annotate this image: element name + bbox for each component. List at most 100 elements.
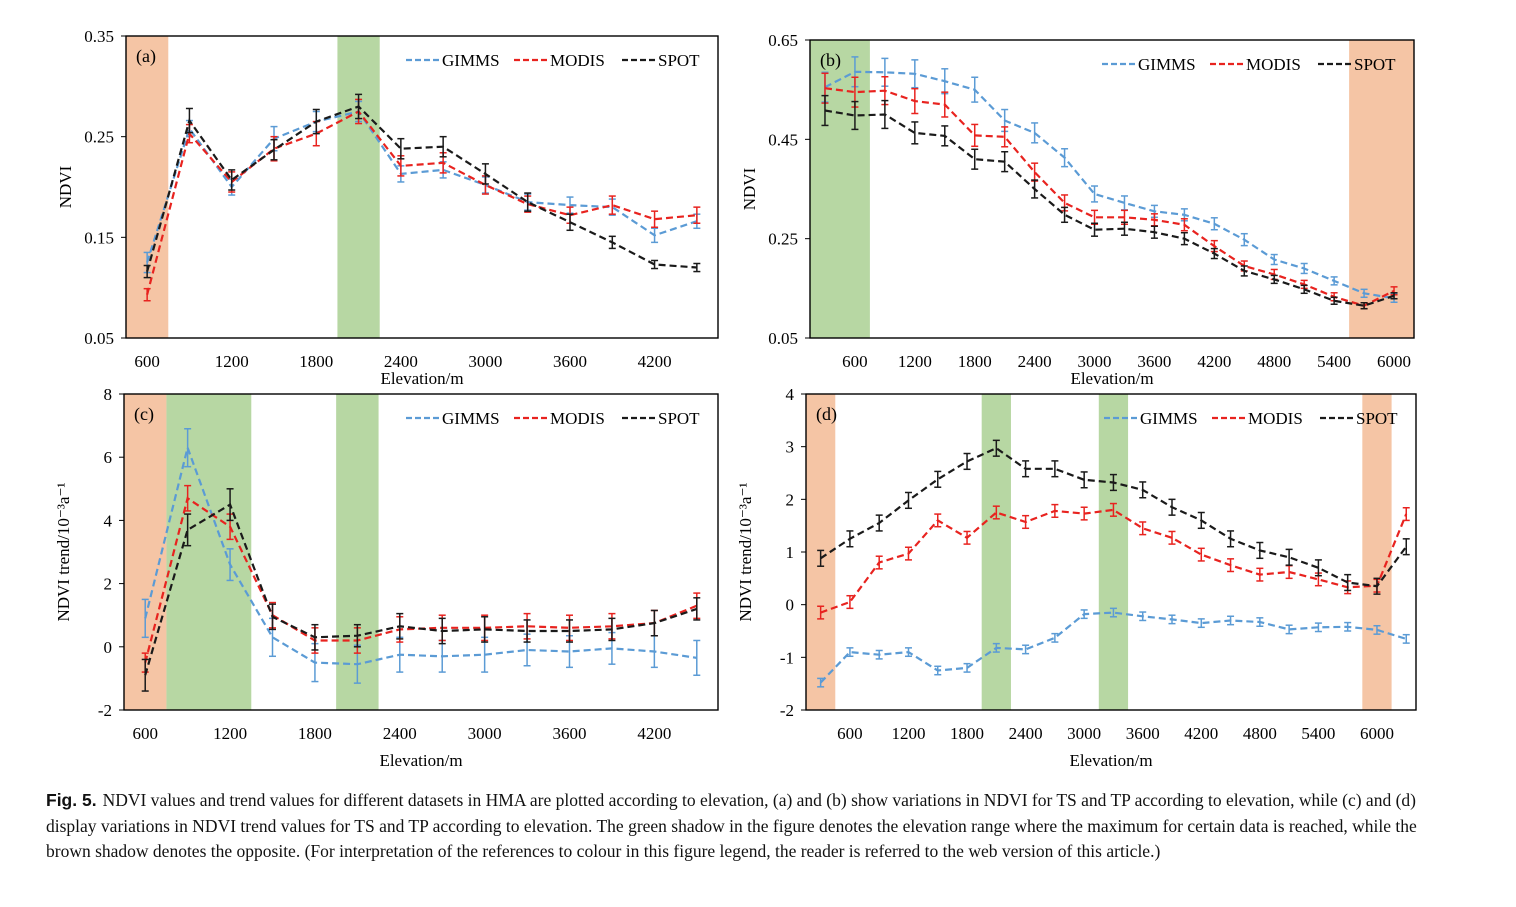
error-bar <box>875 649 883 660</box>
error-bar <box>992 642 1000 653</box>
error-bar <box>1314 559 1322 577</box>
x-tick-label: 4800 <box>1243 724 1277 743</box>
x-tick-label: 2400 <box>1018 352 1052 371</box>
error-bar <box>1031 122 1039 144</box>
error-bar <box>911 87 919 115</box>
plot-frame <box>125 35 719 339</box>
error-bar <box>1031 179 1039 199</box>
error-bar <box>963 662 971 673</box>
y-tick-label: -1 <box>780 648 794 667</box>
spot-line <box>144 502 698 676</box>
panel-label: (a) <box>136 46 156 67</box>
y-tick-label: 0.65 <box>768 31 798 50</box>
green-shade-1 <box>166 394 252 710</box>
x-tick-label: 5400 <box>1301 724 1335 743</box>
modis-line <box>146 110 698 295</box>
error-bar <box>1285 624 1293 635</box>
error-bar <box>1227 558 1235 573</box>
x-tick-label: 1200 <box>898 352 932 371</box>
legend-label-spot: SPOT <box>1354 55 1396 74</box>
error-bar <box>650 609 658 637</box>
error-bar <box>1168 530 1176 545</box>
x-tick-label: 3600 <box>553 352 587 371</box>
series-modis <box>143 98 701 302</box>
error-bar <box>1180 231 1188 246</box>
x-tick-label: 1200 <box>213 724 247 743</box>
error-bar <box>651 259 659 270</box>
error-bar <box>1139 481 1147 499</box>
error-bar <box>1373 624 1381 635</box>
x-tick-label: 5400 <box>1317 352 1351 371</box>
error-bar <box>143 287 151 302</box>
y-axis-label: NDVI trend/10⁻³a⁻¹ <box>736 482 755 621</box>
legend-label-gimms: GIMMS <box>1138 55 1196 74</box>
error-bar <box>1300 284 1308 295</box>
x-tick-label: 1200 <box>891 724 925 743</box>
x-tick-label: 600 <box>134 352 160 371</box>
error-bar <box>1120 221 1128 236</box>
plot-frame <box>123 393 719 711</box>
error-bar <box>355 93 363 120</box>
error-bar <box>353 623 361 648</box>
gimms-line <box>146 110 698 263</box>
error-bar <box>821 94 829 127</box>
error-bar <box>184 484 192 512</box>
error-bar <box>1139 521 1147 536</box>
error-bar <box>184 513 192 547</box>
panel-label: (d) <box>816 404 837 425</box>
series-gimms <box>143 100 701 274</box>
error-bar <box>846 647 854 658</box>
x-tick-label: 6000 <box>1360 724 1394 743</box>
error-bar <box>963 452 971 471</box>
y-tick-label: 8 <box>104 385 113 404</box>
y-tick-label: 4 <box>786 385 795 404</box>
x-tick-label: 4800 <box>1257 352 1291 371</box>
error-bar <box>934 513 942 528</box>
y-tick-label: -2 <box>98 701 112 720</box>
error-bar <box>1061 206 1069 224</box>
figure-label: Fig. 5. <box>46 790 97 810</box>
error-bar <box>1001 126 1009 148</box>
x-tick-label: 3000 <box>1078 352 1112 371</box>
x-tick-label: 3000 <box>468 352 502 371</box>
y-tick-label: 0 <box>104 638 113 657</box>
legend-label-gimms: GIMMS <box>442 51 500 70</box>
error-bar <box>1256 541 1264 560</box>
error-bar <box>992 439 1000 457</box>
error-bar <box>1061 148 1069 168</box>
brown-shade-3 <box>1362 394 1392 710</box>
error-bar <box>1197 511 1205 530</box>
error-bar <box>184 428 192 468</box>
y-tick-label: 3 <box>786 438 795 457</box>
legend-label-modis: MODIS <box>550 409 605 428</box>
legend-label-modis: MODIS <box>1248 409 1303 428</box>
y-tick-label: 2 <box>786 490 795 509</box>
error-bar <box>1168 498 1176 516</box>
error-bar <box>270 138 278 161</box>
error-bar <box>934 665 942 676</box>
x-tick-label: 3600 <box>1137 352 1171 371</box>
error-bar <box>1285 548 1293 566</box>
error-bar <box>875 555 883 570</box>
x-tick-label: 3000 <box>1067 724 1101 743</box>
x-axis-label: Elevation/m <box>1070 369 1153 388</box>
error-bar <box>934 470 942 488</box>
error-bar <box>971 76 979 103</box>
y-axis-label: NDVI trend/10⁻³a⁻¹ <box>54 482 73 621</box>
green-shade-1 <box>337 36 380 338</box>
error-bar <box>1150 225 1158 239</box>
series-spot <box>143 93 701 279</box>
gimms-line <box>819 611 1407 684</box>
series-spot <box>141 488 701 692</box>
error-bar <box>1091 222 1099 237</box>
error-bar <box>875 514 883 532</box>
spot-line <box>146 105 697 272</box>
error-bar <box>881 99 889 130</box>
error-bar <box>1051 460 1059 478</box>
legend-label-spot: SPOT <box>1356 409 1398 428</box>
error-bar <box>846 594 854 610</box>
error-bar <box>817 677 825 688</box>
y-tick-label: -2 <box>780 701 794 720</box>
modis-line <box>820 508 1408 614</box>
error-bar <box>1360 301 1368 310</box>
